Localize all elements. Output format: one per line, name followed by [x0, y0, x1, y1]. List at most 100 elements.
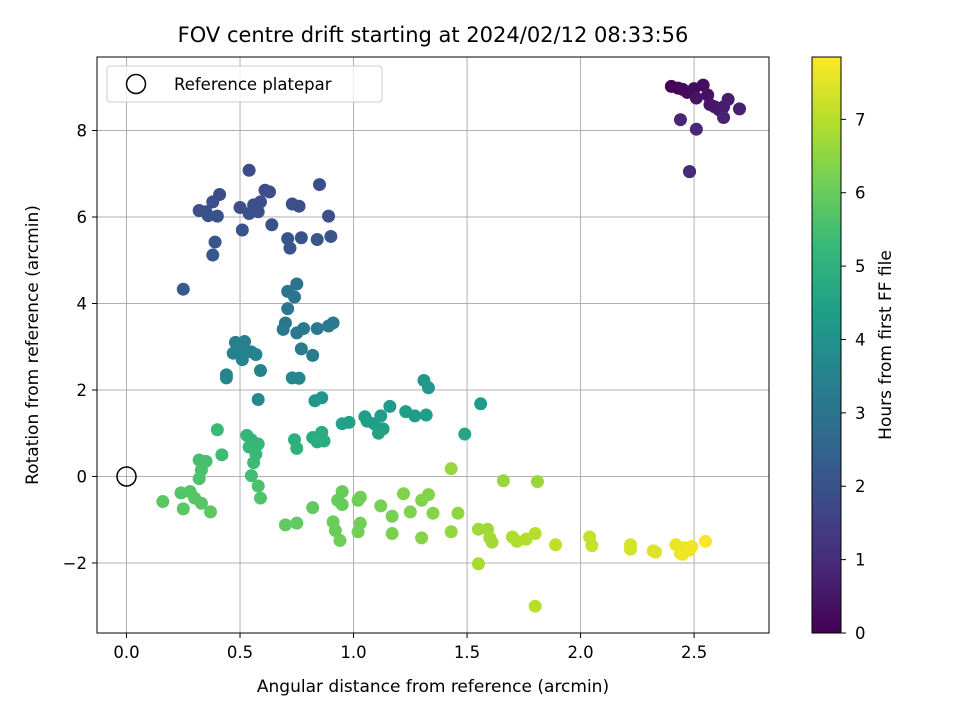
data-point	[247, 456, 261, 470]
data-point	[292, 371, 306, 385]
data-point	[322, 209, 336, 223]
data-point	[458, 427, 472, 441]
data-point	[689, 91, 703, 105]
y-tick-label: 2	[77, 381, 88, 400]
colorbar-tick-label: 6	[855, 184, 866, 203]
data-point	[698, 534, 712, 548]
data-point	[326, 316, 340, 330]
plot-frame	[96, 56, 770, 634]
data-point	[278, 518, 292, 532]
data-point	[251, 437, 265, 451]
data-point	[251, 392, 265, 406]
reference-marker	[116, 466, 137, 487]
data-point	[335, 417, 349, 431]
y-tick-label: −2	[63, 554, 87, 573]
data-point	[415, 531, 429, 545]
data-point	[624, 542, 638, 556]
data-point	[317, 434, 331, 448]
colorbar-tick-label: 4	[855, 330, 866, 349]
data-point	[306, 501, 320, 515]
data-point	[335, 498, 349, 512]
data-point	[310, 322, 324, 336]
x-tick-label: 1.5	[454, 643, 480, 662]
data-point	[156, 495, 170, 509]
data-point	[249, 348, 263, 362]
data-point	[251, 205, 265, 219]
data-point	[206, 195, 220, 209]
data-point	[176, 502, 190, 516]
data-point	[333, 533, 347, 547]
data-point	[176, 282, 190, 296]
x-axis-ticks: 0.0 0.5 1.0 1.5 2.0 2.5	[113, 633, 707, 662]
data-point	[717, 111, 731, 125]
data-point	[244, 469, 258, 483]
data-point	[204, 505, 218, 519]
data-point	[696, 78, 710, 92]
data-point	[265, 218, 279, 232]
data-point	[474, 397, 488, 411]
data-point	[281, 302, 295, 316]
data-point	[294, 231, 308, 245]
data-point	[310, 232, 324, 246]
data-point	[444, 462, 458, 476]
plot-area	[97, 57, 769, 633]
data-point	[206, 248, 220, 262]
data-point	[385, 527, 399, 541]
colorbar-tick-label: 1	[855, 551, 866, 570]
data-point	[290, 441, 304, 455]
y-axis-label: Rotation from reference (arcmin)	[23, 205, 43, 485]
x-tick-label: 2.5	[681, 643, 707, 662]
legend-box	[106, 65, 383, 103]
data-point	[253, 364, 267, 378]
data-point	[496, 474, 510, 488]
data-point	[351, 525, 365, 539]
data-point	[372, 426, 386, 440]
data-point	[444, 525, 458, 539]
data-point	[235, 353, 249, 367]
data-point	[419, 408, 433, 422]
data-point	[253, 491, 267, 505]
data-point	[426, 506, 440, 520]
data-point	[408, 409, 422, 423]
data-point	[374, 499, 388, 513]
data-point	[219, 371, 233, 385]
data-point	[328, 524, 342, 538]
data-point	[288, 290, 302, 304]
data-point	[585, 539, 599, 553]
data-point	[192, 472, 206, 486]
data-point	[315, 391, 329, 405]
data-point	[306, 348, 320, 362]
data-point	[215, 448, 229, 462]
data-point	[210, 423, 224, 437]
data-point	[673, 113, 687, 127]
data-point	[242, 163, 256, 177]
data-point	[471, 557, 485, 571]
data-point	[210, 209, 224, 223]
y-tick-label: 0	[77, 467, 88, 486]
data-point	[421, 381, 435, 395]
colorbar-tick-label: 0	[855, 624, 866, 643]
data-point	[451, 506, 465, 520]
data-point	[676, 547, 690, 561]
data-point	[297, 322, 311, 336]
data-point	[263, 185, 277, 199]
y-tick-label: 8	[77, 122, 88, 141]
chart-title: FOV centre drift starting at 2024/02/12 …	[178, 23, 689, 47]
colorbar-label: Hours from first FF file	[876, 250, 896, 440]
colorbar-tick-label: 7	[855, 110, 866, 129]
data-point	[421, 488, 435, 502]
y-tick-label: 4	[77, 294, 88, 313]
x-axis-label: Angular distance from reference (arcmin)	[257, 677, 609, 697]
data-point	[283, 241, 297, 255]
data-point	[251, 479, 265, 493]
data-point	[383, 399, 397, 413]
data-point	[528, 599, 542, 613]
data-point	[683, 165, 697, 179]
reference-platepar-marker	[116, 466, 137, 487]
colorbar-tick-label: 3	[855, 404, 866, 423]
data-point	[549, 538, 563, 552]
data-point	[648, 545, 662, 559]
y-tick-label: 6	[77, 208, 88, 227]
data-point	[276, 322, 290, 336]
